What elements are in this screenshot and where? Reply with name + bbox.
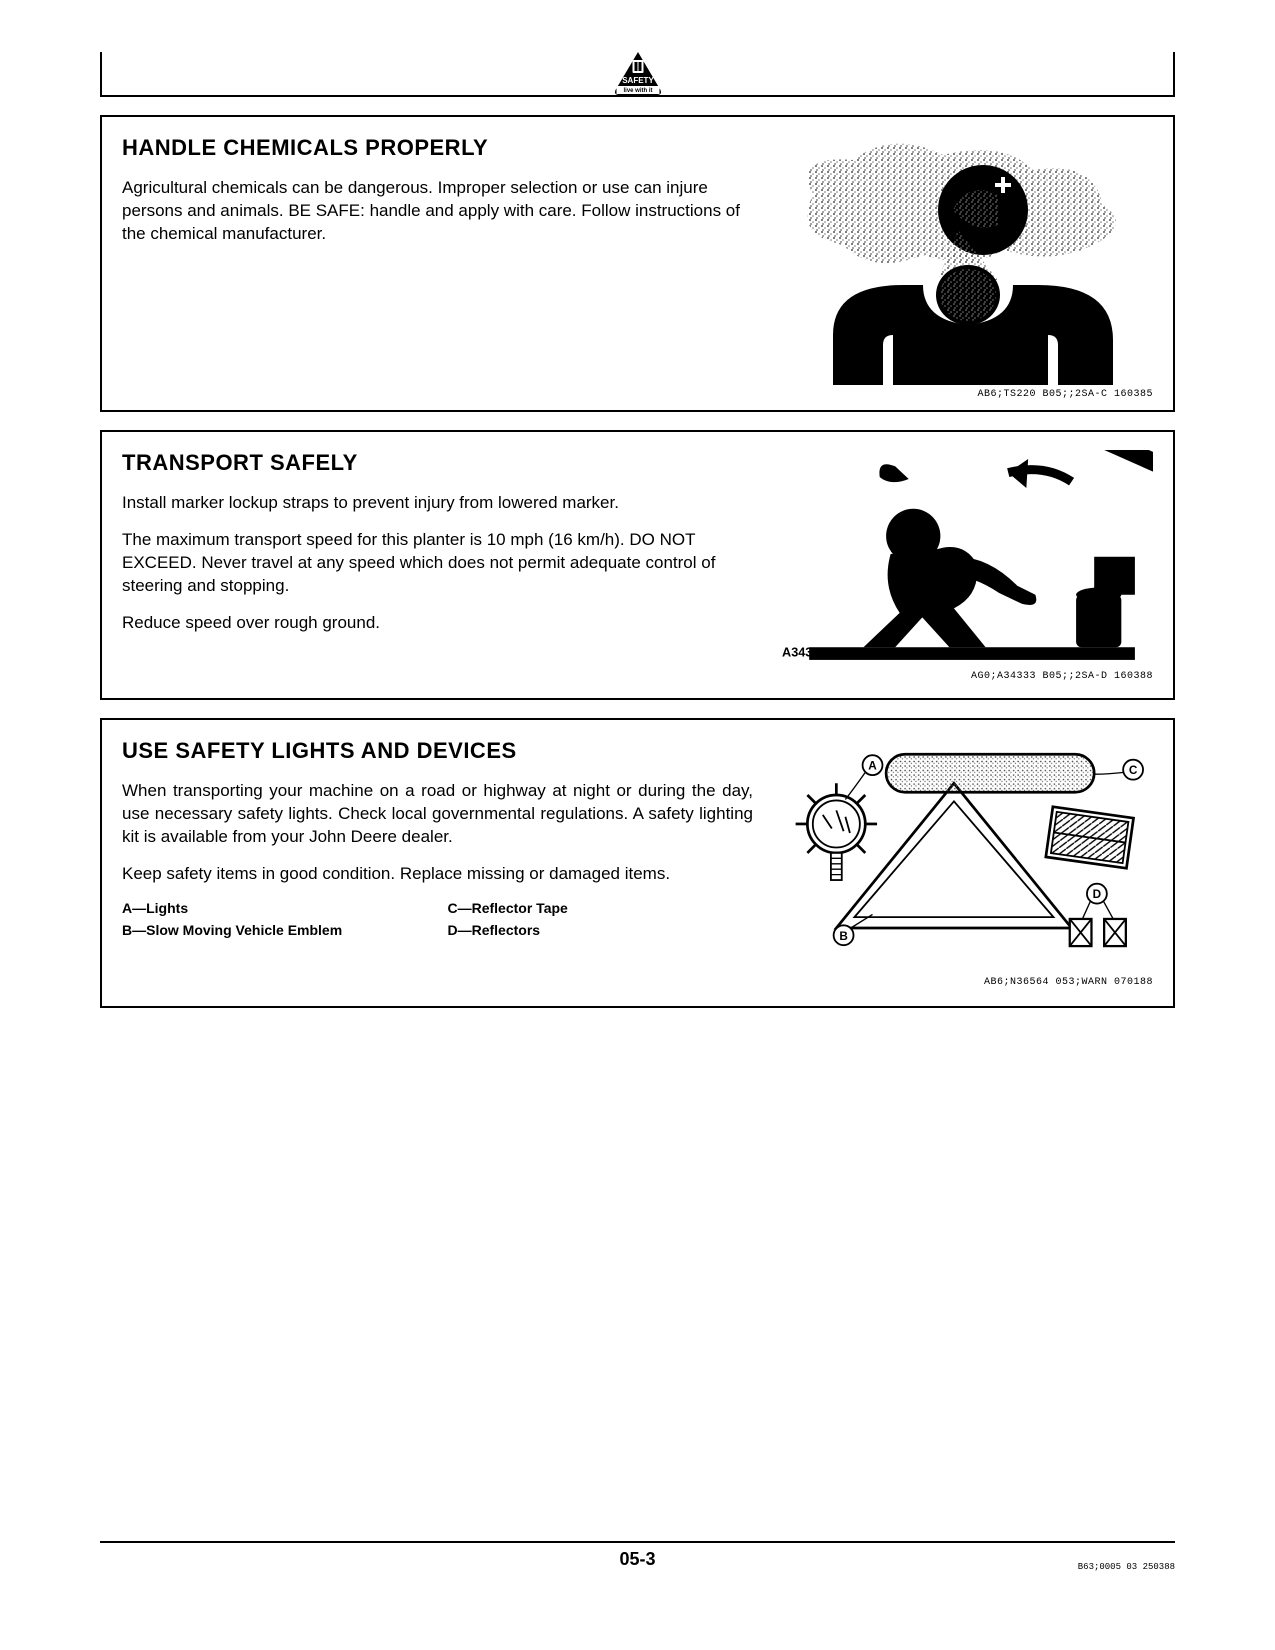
marker-crush-icon: A34333 bbox=[773, 450, 1153, 667]
section-text: HANDLE CHEMICALS PROPERLY Agricultural c… bbox=[122, 135, 753, 400]
section-paragraph: Keep safety items in good condition. Rep… bbox=[122, 863, 753, 886]
page-content: SAFETY live with it HANDLE CHEMICALS PRO… bbox=[100, 50, 1175, 1008]
section-title: TRANSPORT SAFELY bbox=[122, 450, 753, 476]
svg-text:A: A bbox=[868, 760, 877, 773]
section-transport-safely: TRANSPORT SAFELY Install marker lockup s… bbox=[100, 430, 1175, 700]
section-paragraph: Reduce speed over rough ground. bbox=[122, 612, 753, 635]
legend-item-d: D—Reflectors bbox=[448, 922, 754, 938]
section-title: HANDLE CHEMICALS PROPERLY bbox=[122, 135, 753, 161]
svg-text:C: C bbox=[1129, 764, 1138, 777]
ref-code: AG0;A34333 B05;;2SA-D 160388 bbox=[971, 671, 1153, 682]
footer-rule bbox=[100, 1541, 1175, 1543]
legend-item-a: A—Lights bbox=[122, 900, 428, 916]
section-paragraph: The maximum transport speed for this pla… bbox=[122, 529, 753, 598]
page-number: 05-3 bbox=[100, 1549, 1175, 1570]
svg-text:A34333: A34333 bbox=[782, 645, 826, 659]
page-footer: 05-3 B63;0005 03 250388 bbox=[100, 1541, 1175, 1570]
svg-text:D: D bbox=[1093, 888, 1102, 901]
section-paragraph: When transporting your machine on a road… bbox=[122, 780, 753, 849]
svg-text:live with it: live with it bbox=[623, 88, 652, 94]
svg-text:B: B bbox=[839, 930, 848, 943]
ref-code: AB6;TS220 B05;;2SA-C 160385 bbox=[977, 389, 1153, 400]
safety-devices-icon: A B C D bbox=[773, 738, 1153, 973]
section-safety-lights: USE SAFETY LIGHTS AND DEVICES When trans… bbox=[100, 718, 1175, 1008]
section-paragraph: Agricultural chemicals can be dangerous.… bbox=[122, 177, 753, 246]
chemical-inhalation-icon bbox=[773, 135, 1153, 385]
footer-code: B63;0005 03 250388 bbox=[1078, 1562, 1175, 1572]
ref-code: AB6;N36564 053;WARN 070188 bbox=[984, 977, 1153, 988]
top-rule bbox=[100, 95, 1175, 97]
legend-item-b: B—Slow Moving Vehicle Emblem bbox=[122, 922, 428, 938]
section-title: USE SAFETY LIGHTS AND DEVICES bbox=[122, 738, 753, 764]
legend: A—Lights C—Reflector Tape B—Slow Moving … bbox=[122, 900, 753, 938]
section-illustration: A B C D AB6;N36564 053;WARN 070188 bbox=[773, 738, 1153, 996]
section-illustration: A34333 AG0;A34333 B05;;2SA-D 160388 bbox=[773, 450, 1153, 688]
legend-item-c: C—Reflector Tape bbox=[448, 900, 754, 916]
section-text: TRANSPORT SAFELY Install marker lockup s… bbox=[122, 450, 753, 688]
section-text: USE SAFETY LIGHTS AND DEVICES When trans… bbox=[122, 738, 753, 996]
svg-text:SAFETY: SAFETY bbox=[622, 76, 654, 85]
section-paragraph: Install marker lockup straps to prevent … bbox=[122, 492, 753, 515]
section-handle-chemicals: HANDLE CHEMICALS PROPERLY Agricultural c… bbox=[100, 115, 1175, 412]
section-illustration: AB6;TS220 B05;;2SA-C 160385 bbox=[773, 135, 1153, 400]
